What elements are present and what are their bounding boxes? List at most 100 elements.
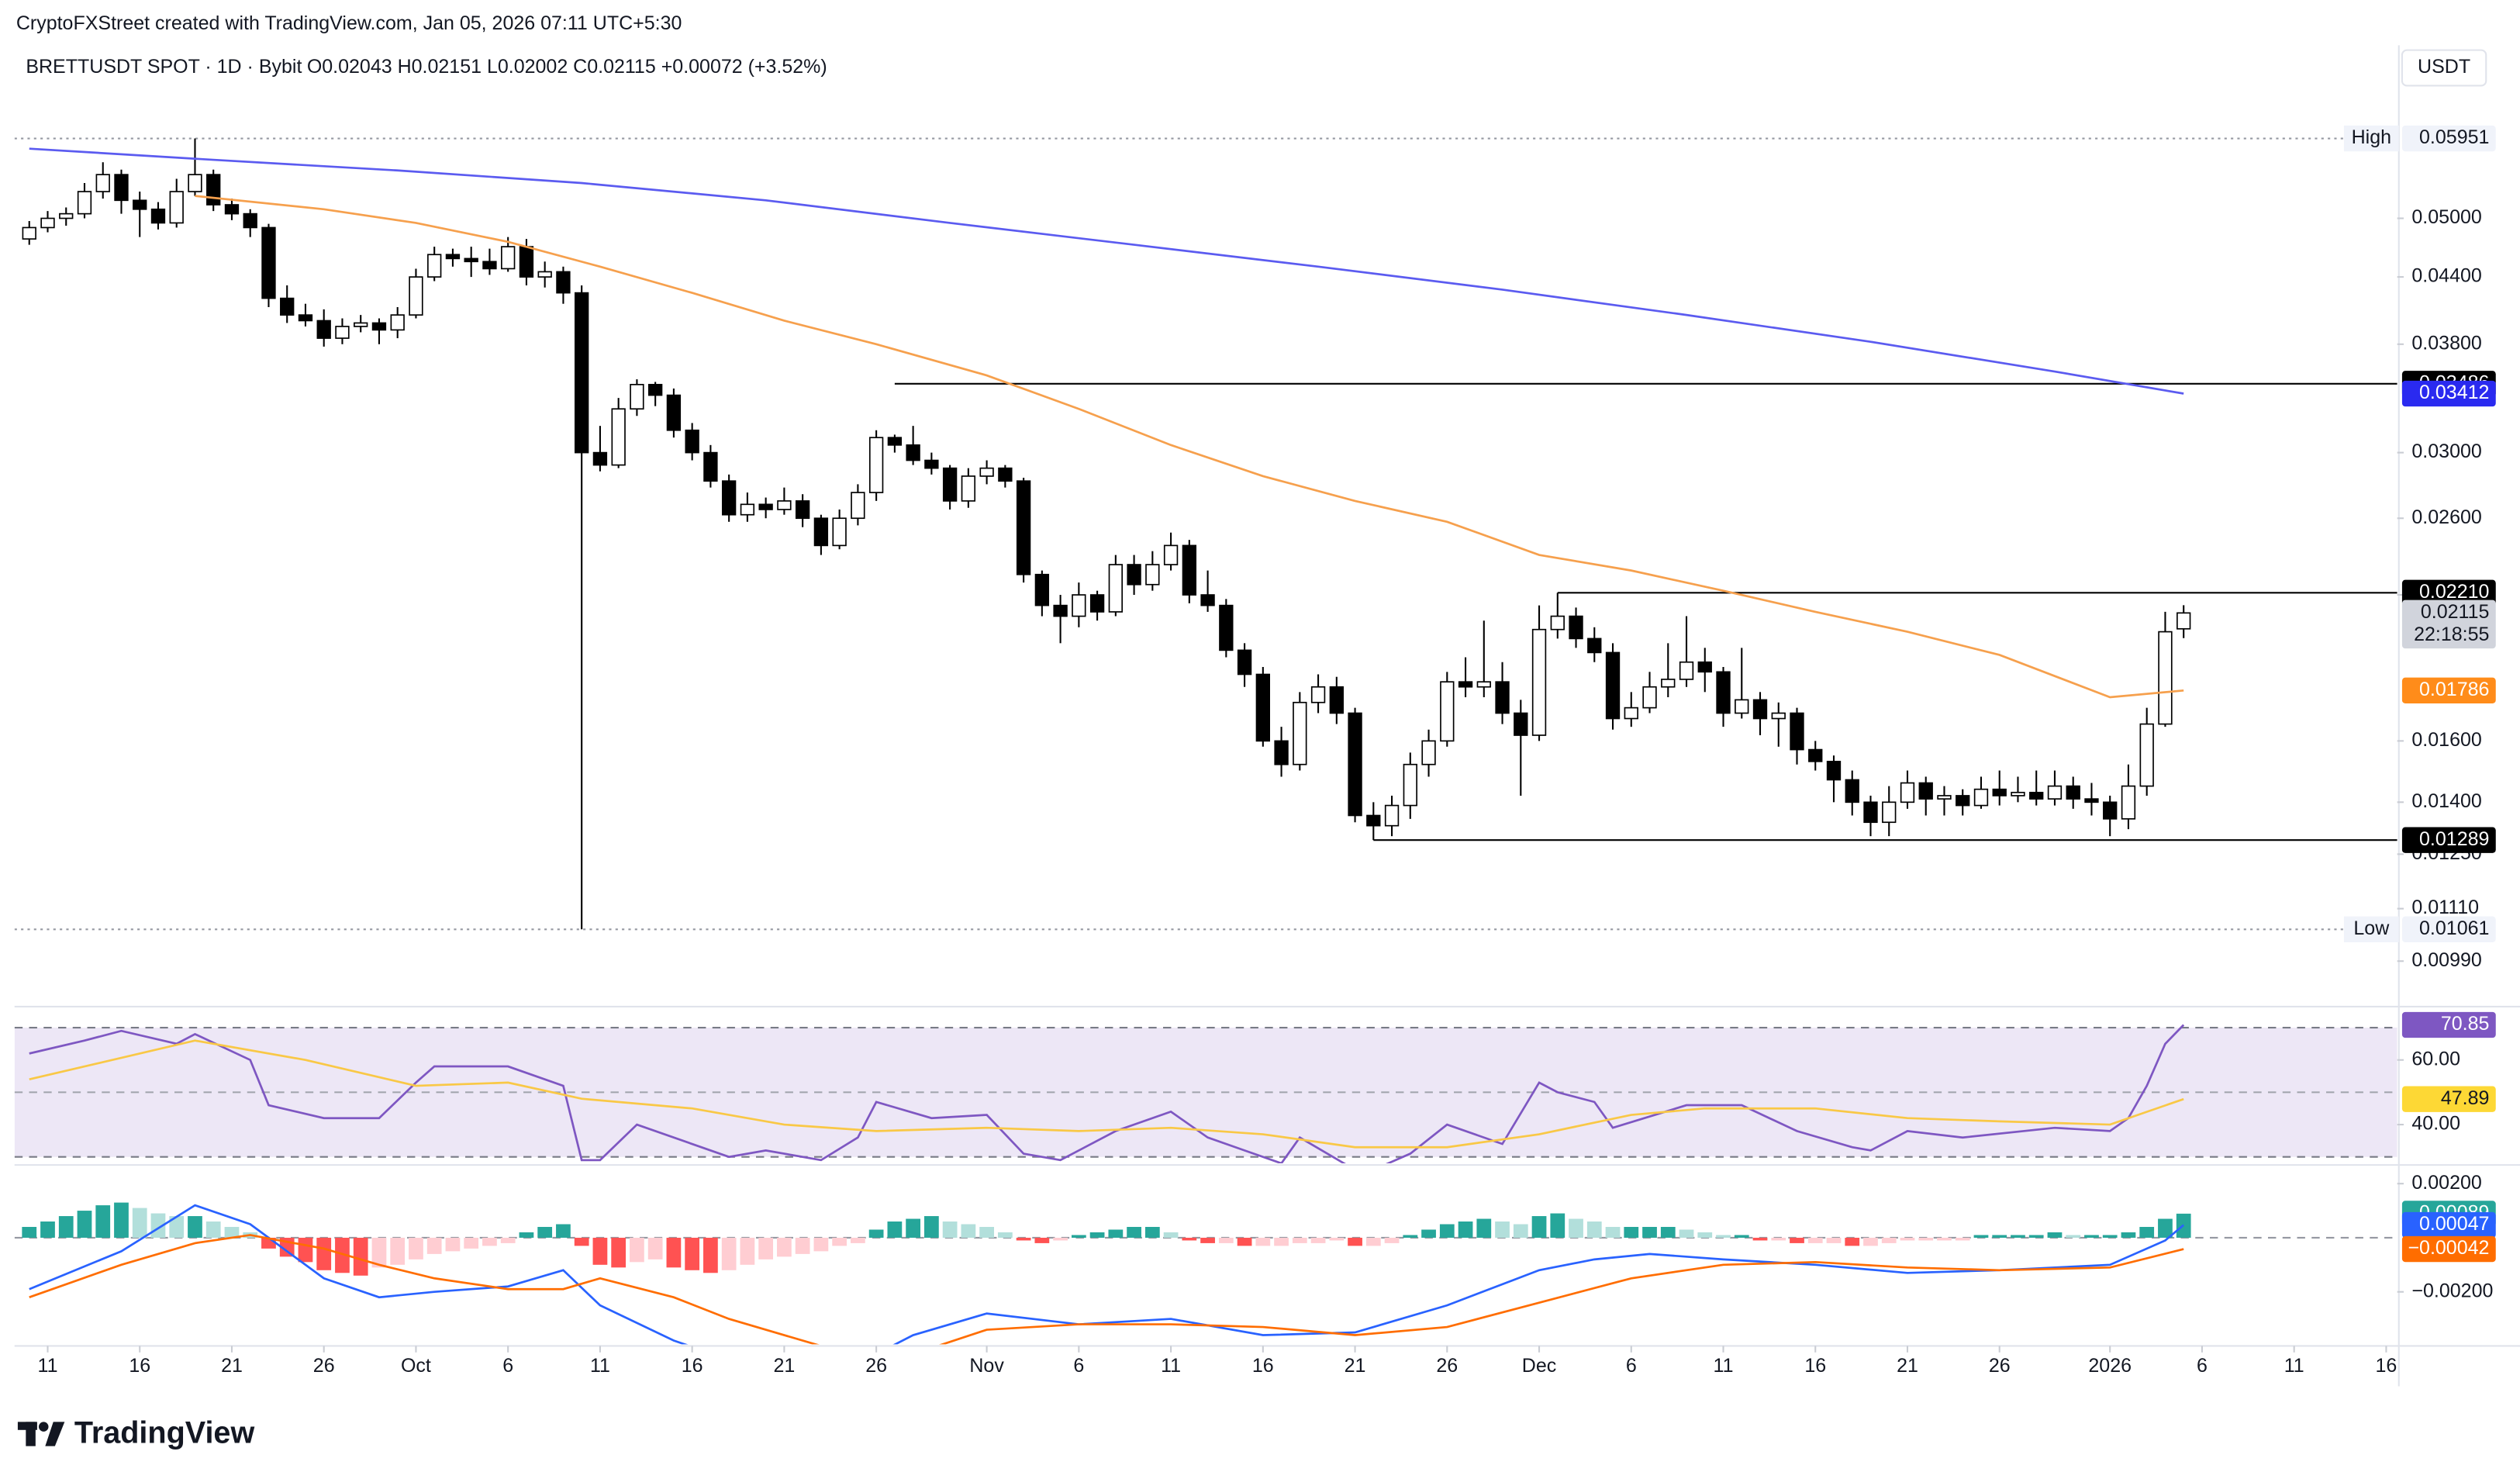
histogram-bar [906, 1218, 920, 1238]
histogram-bar [95, 1205, 111, 1238]
plot-area [14, 1024, 2397, 1164]
candle-body [464, 257, 478, 263]
price-tag-title: Low [2353, 917, 2390, 939]
price-tag [2401, 1086, 2496, 1112]
histogram-bar [997, 1232, 1013, 1238]
histogram-bar [647, 1237, 663, 1259]
histogram-bar [1513, 1224, 1528, 1238]
histogram-bar [1973, 1235, 1989, 1238]
histogram-bar [1016, 1237, 1031, 1241]
candle-body [40, 217, 55, 229]
candle-body [647, 383, 663, 396]
candle-body [1624, 707, 1638, 720]
y-tick-label: 0.05000 [2411, 206, 2481, 228]
histogram-bar [1569, 1218, 1583, 1238]
candle-body [1495, 681, 1510, 714]
histogram-bar [1826, 1237, 1842, 1243]
y-tick-label: 40.00 [2411, 1113, 2460, 1135]
candle-body [1200, 594, 1215, 606]
candle-body [1531, 628, 1547, 736]
candle-body [1697, 661, 1712, 673]
histogram-bar [1955, 1237, 1970, 1241]
x-tick-label: 21 [1897, 1355, 1918, 1377]
histogram-bar [169, 1216, 185, 1238]
candle-body [150, 208, 166, 224]
histogram-bar [685, 1237, 700, 1270]
candle-body [740, 503, 755, 516]
histogram-bar [445, 1237, 461, 1252]
histogram-bar [1034, 1237, 1050, 1243]
histogram-bar [1163, 1232, 1179, 1238]
price-tag-title-box [2343, 916, 2399, 942]
price-tag [2401, 1211, 2496, 1239]
currency-box[interactable] [2401, 49, 2487, 87]
candle-body [2103, 801, 2118, 820]
histogram-bar [1605, 1226, 1621, 1238]
candle-body [409, 276, 423, 316]
candle-body [2011, 791, 2025, 796]
x-tick-label: 16 [1804, 1355, 1826, 1377]
candle-body [1421, 740, 1436, 765]
histogram-bar [1771, 1237, 1786, 1241]
price-tag [2401, 380, 2496, 407]
y-tick-label: 60.00 [2411, 1048, 2460, 1069]
histogram-bar [1255, 1237, 1271, 1246]
histogram-bar [371, 1237, 387, 1268]
histogram-bar [1752, 1237, 1768, 1241]
candle-body [2047, 785, 2063, 800]
price-tag [2401, 579, 2496, 606]
candle-body [1752, 699, 1768, 720]
candle-body [1587, 638, 1602, 654]
candle-body [1790, 712, 1804, 751]
x-tick-label: 11 [38, 1355, 58, 1377]
histogram-bar [482, 1237, 497, 1246]
x-tick-label: 11 [590, 1355, 610, 1377]
y-tick-label: 0.03800 [2411, 332, 2481, 354]
histogram-bar [1200, 1237, 1215, 1243]
histogram-bar [2102, 1235, 2118, 1238]
candle-body [537, 271, 552, 278]
currency[interactable]: USDT [2418, 56, 2470, 78]
candle-body [1163, 544, 1179, 565]
histogram-bar [961, 1224, 976, 1238]
candle-body [1145, 564, 1160, 586]
histogram-bar [1458, 1221, 1473, 1238]
ohlc-legend: O0.02043 H0.02151 L0.02002 C0.02115 +0.0… [307, 56, 827, 78]
histogram-bar [1845, 1237, 1860, 1246]
histogram-bar [500, 1237, 516, 1243]
indicator-line [29, 147, 2184, 395]
histogram-bar [2158, 1218, 2173, 1238]
price-tag [2401, 1235, 2496, 1263]
histogram-bar [887, 1221, 903, 1238]
x-tick-label: 11 [2284, 1355, 2304, 1377]
candle-body [1219, 604, 1234, 651]
x-tick-label: Nov [969, 1355, 1004, 1377]
x-tick-label: 2026 [2088, 1355, 2132, 1377]
price-tag [2401, 1011, 2496, 1038]
histogram-bar [519, 1232, 534, 1238]
candle-body [243, 213, 257, 229]
price-tag-label: 70.85 [2441, 1013, 2490, 1035]
candle-body [1072, 594, 1086, 617]
candle-body [887, 437, 903, 446]
candle-body [703, 451, 718, 482]
candle-body [1845, 779, 1859, 803]
x-tick-label: 16 [2376, 1355, 2397, 1377]
y-tick-label: 0.04400 [2411, 265, 2481, 287]
candle-body [280, 297, 295, 316]
price-tag-label: 0.01061 [2419, 917, 2489, 939]
candle-body [1458, 681, 1473, 688]
histogram-bar [1586, 1221, 1602, 1238]
histogram-bar [592, 1237, 608, 1265]
candle-body [1127, 564, 1141, 586]
x-tick-label: 21 [1345, 1355, 1366, 1377]
histogram-bar [979, 1226, 994, 1238]
histogram-bar [1053, 1237, 1068, 1241]
candle-body [1384, 804, 1400, 827]
candle-body [354, 322, 368, 327]
candle-body [556, 271, 571, 294]
histogram-bar [224, 1226, 240, 1238]
histogram-bar [426, 1237, 442, 1254]
candle-body [666, 394, 682, 431]
